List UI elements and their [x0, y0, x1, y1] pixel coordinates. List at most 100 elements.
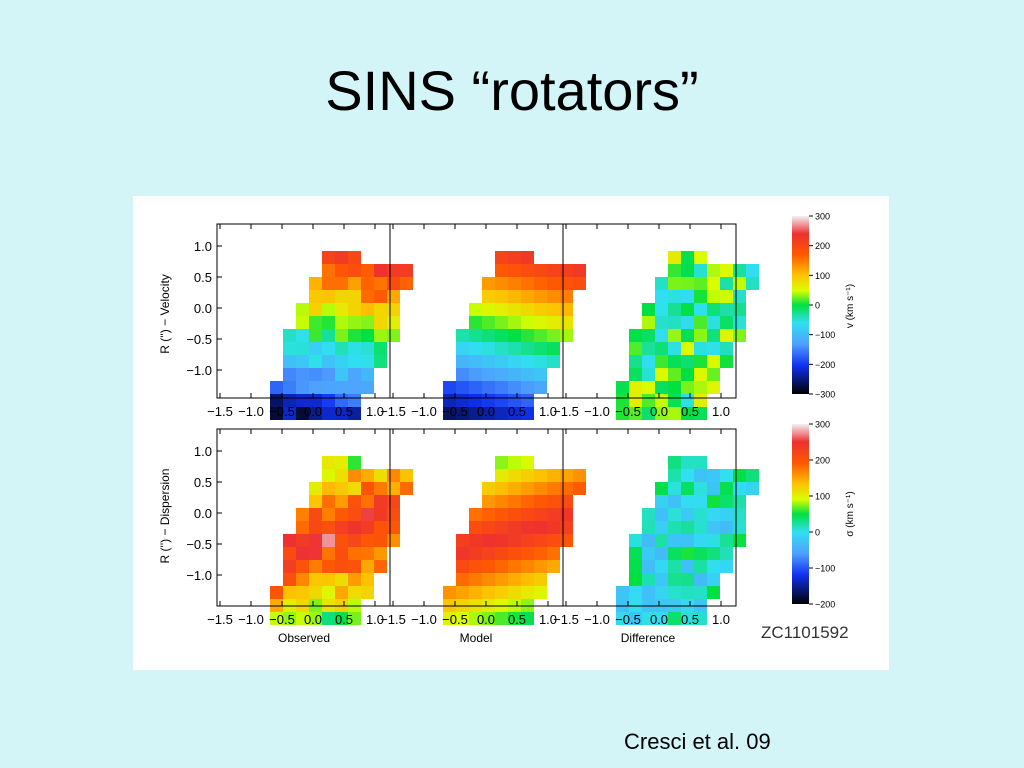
map-pixel — [495, 277, 508, 290]
map-pixel — [309, 355, 322, 368]
map-pixel — [322, 342, 335, 355]
map-pixel — [668, 547, 681, 560]
map-pixel — [309, 508, 322, 521]
map-pixel — [495, 573, 508, 586]
map-pixel — [642, 560, 655, 573]
map-pixel — [309, 381, 322, 394]
map-pixel — [443, 612, 456, 625]
map-pixel — [668, 264, 681, 277]
map-pixel — [456, 407, 469, 420]
x-tick-label: −1.0 — [238, 404, 264, 419]
map-pixel — [694, 264, 707, 277]
map-pixel — [694, 469, 707, 482]
map-pixel — [681, 495, 694, 508]
map-pixel — [348, 547, 361, 560]
map-pixel — [694, 456, 707, 469]
map-pixel — [508, 482, 521, 495]
map-pixel — [707, 381, 720, 394]
map-pixel — [495, 521, 508, 534]
map-pixel — [322, 560, 335, 573]
map-pixel — [547, 329, 560, 342]
x-tick-label: 1.0 — [539, 404, 557, 419]
map-pixel — [681, 534, 694, 547]
x-tick-label: −1.5 — [380, 612, 406, 627]
map-pixel — [322, 251, 335, 264]
map-pixel — [508, 303, 521, 316]
map-pixel — [495, 316, 508, 329]
map-pixel — [322, 264, 335, 277]
map-pixel — [547, 534, 560, 547]
map-pixel — [681, 355, 694, 368]
map-pixel — [573, 277, 586, 290]
map-pixel — [720, 303, 733, 316]
map-pixel — [482, 355, 495, 368]
map-pixels-layer — [270, 251, 759, 625]
map-pixel — [443, 394, 456, 407]
map-pixel — [482, 342, 495, 355]
map-pixel — [322, 612, 335, 625]
map-pixel — [296, 612, 309, 625]
map-pixel — [508, 573, 521, 586]
map-pixel — [322, 407, 335, 420]
y-tick-label: 1.0 — [194, 239, 212, 254]
map-pixel — [456, 355, 469, 368]
x-tick-label: −1.0 — [584, 612, 610, 627]
map-pixel — [309, 407, 322, 420]
x-tick-label: −1.5 — [553, 404, 579, 419]
map-pixel — [361, 534, 374, 547]
map-pixel — [655, 508, 668, 521]
map-pixel — [655, 586, 668, 599]
map-pixel — [681, 342, 694, 355]
map-pixel — [521, 508, 534, 521]
map-pixel — [521, 456, 534, 469]
column-label-model: Model — [460, 631, 493, 645]
map-pixel — [668, 342, 681, 355]
map-pixel — [534, 277, 547, 290]
map-pixel — [482, 521, 495, 534]
colorbar-tick-label: 100 — [815, 492, 830, 502]
map-pixel — [335, 290, 348, 303]
map-pixel — [694, 368, 707, 381]
map-pixel — [547, 303, 560, 316]
y-tick-label: −1.0 — [186, 568, 212, 583]
map-pixel — [629, 560, 642, 573]
map-pixel — [309, 329, 322, 342]
map-pixel — [547, 521, 560, 534]
map-pixel — [655, 329, 668, 342]
map-pixel — [335, 394, 348, 407]
map-pixel — [495, 469, 508, 482]
colorbar-tick-label: 200 — [815, 241, 830, 251]
colorbar-tick-label: −100 — [815, 330, 835, 340]
map-pixel — [707, 495, 720, 508]
map-pixel — [655, 394, 668, 407]
map-pixel — [283, 534, 296, 547]
map-pixel — [534, 303, 547, 316]
map-pixel — [469, 381, 482, 394]
x-tick-label: 0.0 — [477, 612, 495, 627]
x-tick-label: −0.5 — [615, 404, 641, 419]
map-pixel — [335, 251, 348, 264]
map-pixel — [560, 264, 573, 277]
y-tick-label: −0.5 — [186, 332, 212, 347]
map-pixel — [655, 521, 668, 534]
map-pixel — [296, 573, 309, 586]
colorbar-ticks-layer: 300 200 100 0 −100 −200 −300 300 200 100 0 −100 −200 — [809, 212, 835, 610]
colorbar-tick-label: −200 — [815, 360, 835, 370]
map-pixel — [720, 277, 733, 290]
map-pixel — [707, 316, 720, 329]
x-tick-label: −0.5 — [615, 612, 641, 627]
map-pixel — [495, 303, 508, 316]
map-pixel — [309, 495, 322, 508]
map-pixel — [521, 612, 534, 625]
map-pixel — [482, 316, 495, 329]
map-pixel — [335, 521, 348, 534]
map-pixel — [707, 277, 720, 290]
map-pixel — [348, 508, 361, 521]
map-pixel — [348, 560, 361, 573]
map-pixel — [694, 521, 707, 534]
map-pixel — [560, 469, 573, 482]
map-pixel — [322, 469, 335, 482]
map-pixel — [681, 251, 694, 264]
map-pixel — [387, 303, 400, 316]
map-pixel — [642, 547, 655, 560]
